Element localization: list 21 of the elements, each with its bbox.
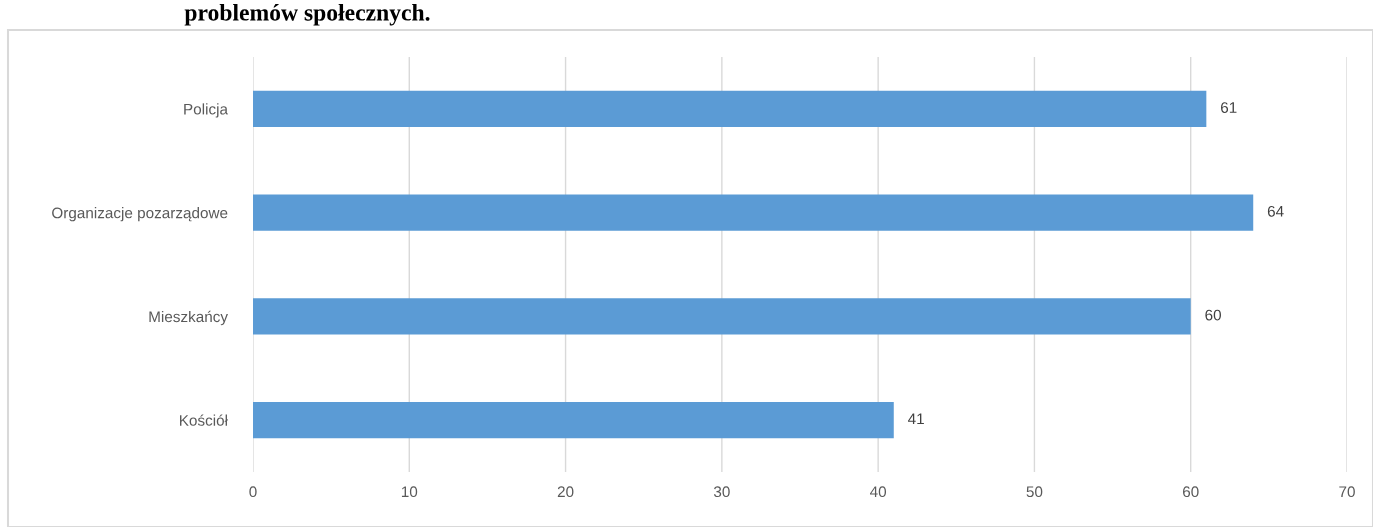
y-tick-label: Policja	[184, 103, 228, 118]
chart-title: problemów społecznych.	[184, 4, 430, 26]
bar	[253, 90, 1207, 128]
x-tick-label: 60	[1182, 486, 1199, 498]
bar	[253, 298, 1191, 335]
x-tick-label: 50	[1026, 486, 1043, 498]
data-label: 61	[1221, 102, 1237, 113]
x-tick-label: 40	[870, 486, 887, 498]
x-tick-label: 0	[249, 486, 257, 498]
x-tick-label: 20	[557, 486, 574, 498]
y-tick-label: Organizacje pozarządowe	[52, 207, 228, 222]
data-label: 64	[1267, 205, 1284, 217]
x-tick-label: 70	[1339, 486, 1355, 498]
y-tick-label: Mieszkańcy	[149, 310, 228, 326]
y-tick-label: Kościół	[180, 414, 228, 426]
bar	[253, 194, 1254, 231]
bar	[253, 401, 894, 439]
x-tick-label: 10	[401, 486, 418, 498]
data-label: 41	[908, 413, 924, 425]
data-label: 60	[1205, 309, 1221, 321]
x-tick-label: 30	[713, 486, 730, 498]
